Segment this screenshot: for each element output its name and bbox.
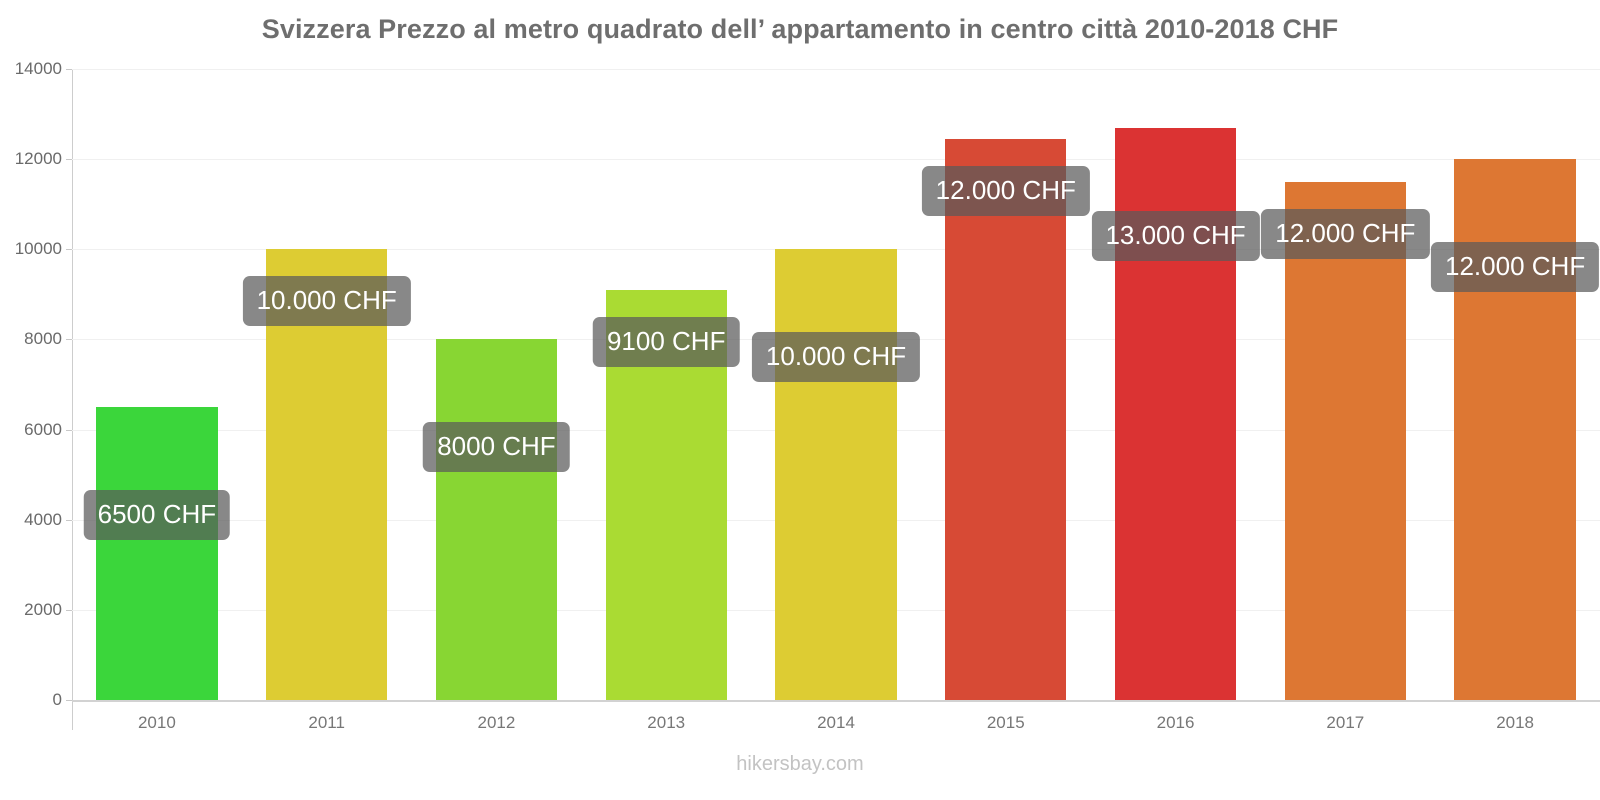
y-axis-tick-mark [66,700,73,701]
y-axis-tick-mark [66,429,73,431]
x-axis-tick-label: 2014 [817,713,855,732]
y-axis-tick-mark [66,249,73,251]
x-axis-tick-label: 2016 [1156,713,1195,732]
y-axis-tick-mark [66,69,73,70]
x-axis-tick-label: 2010 [137,713,176,732]
x-axis-tick-label: 2013 [647,713,686,732]
y-axis-line-extension [72,700,73,730]
bar-value-label-2016: 13.000 CHF [1091,210,1260,261]
y-axis-tick-label: 14000 [14,59,62,78]
gridline [72,159,1600,161]
x-axis-tick-label: 2018 [1496,713,1535,732]
bar-value-label-2015: 12.000 CHF [921,165,1090,216]
bar-2010[interactable] [96,407,218,700]
y-axis-tick-label: 10000 [14,239,62,259]
y-axis-tick-label: 12000 [14,149,62,169]
bar-2018[interactable] [1454,159,1576,700]
bar-2012[interactable] [435,339,558,700]
x-axis-tick-label: 2012 [477,713,516,732]
y-axis-tick-mark [66,339,73,341]
gridline [72,69,1600,70]
y-axis-tick-mark [66,519,73,521]
y-axis-tick-mark [66,609,73,611]
bar-2015[interactable] [945,138,1067,700]
footer-credit: hikersbay.com [736,753,864,775]
x-axis-tick-label: 2015 [986,713,1025,732]
x-axis-tick-label: 2011 [308,713,345,732]
x-axis-line [72,700,1600,702]
y-axis-tick-label: 2000 [24,599,62,619]
bar-2014[interactable] [775,249,897,700]
x-axis-tick-label: 2017 [1326,713,1365,732]
y-axis-tick-mark [66,159,73,161]
bar-value-label-2018: 12.000 CHF [1431,242,1600,293]
bar-value-label-2013: 9100 CHF [592,316,740,367]
y-axis-tick-label: 8000 [24,329,62,349]
y-axis-tick-label: 4000 [24,509,62,529]
plot-area [72,69,1600,700]
y-axis-tick-label: 0 [52,690,62,709]
bar-value-label-2014: 10.000 CHF [751,332,921,383]
bar-value-label-2011: 10.000 CHF [242,276,411,327]
bar-value-label-2017: 12.000 CHF [1261,208,1430,259]
chart-title: Svizzera Prezzo al metro quadrato dell’ … [261,14,1339,44]
y-axis-tick-label: 6000 [24,419,62,439]
bar-value-label-2012: 8000 CHF [423,422,570,473]
y-axis-line [72,69,73,700]
bar-value-label-2010: 6500 CHF [83,490,231,541]
bar-2017[interactable] [1284,181,1407,700]
